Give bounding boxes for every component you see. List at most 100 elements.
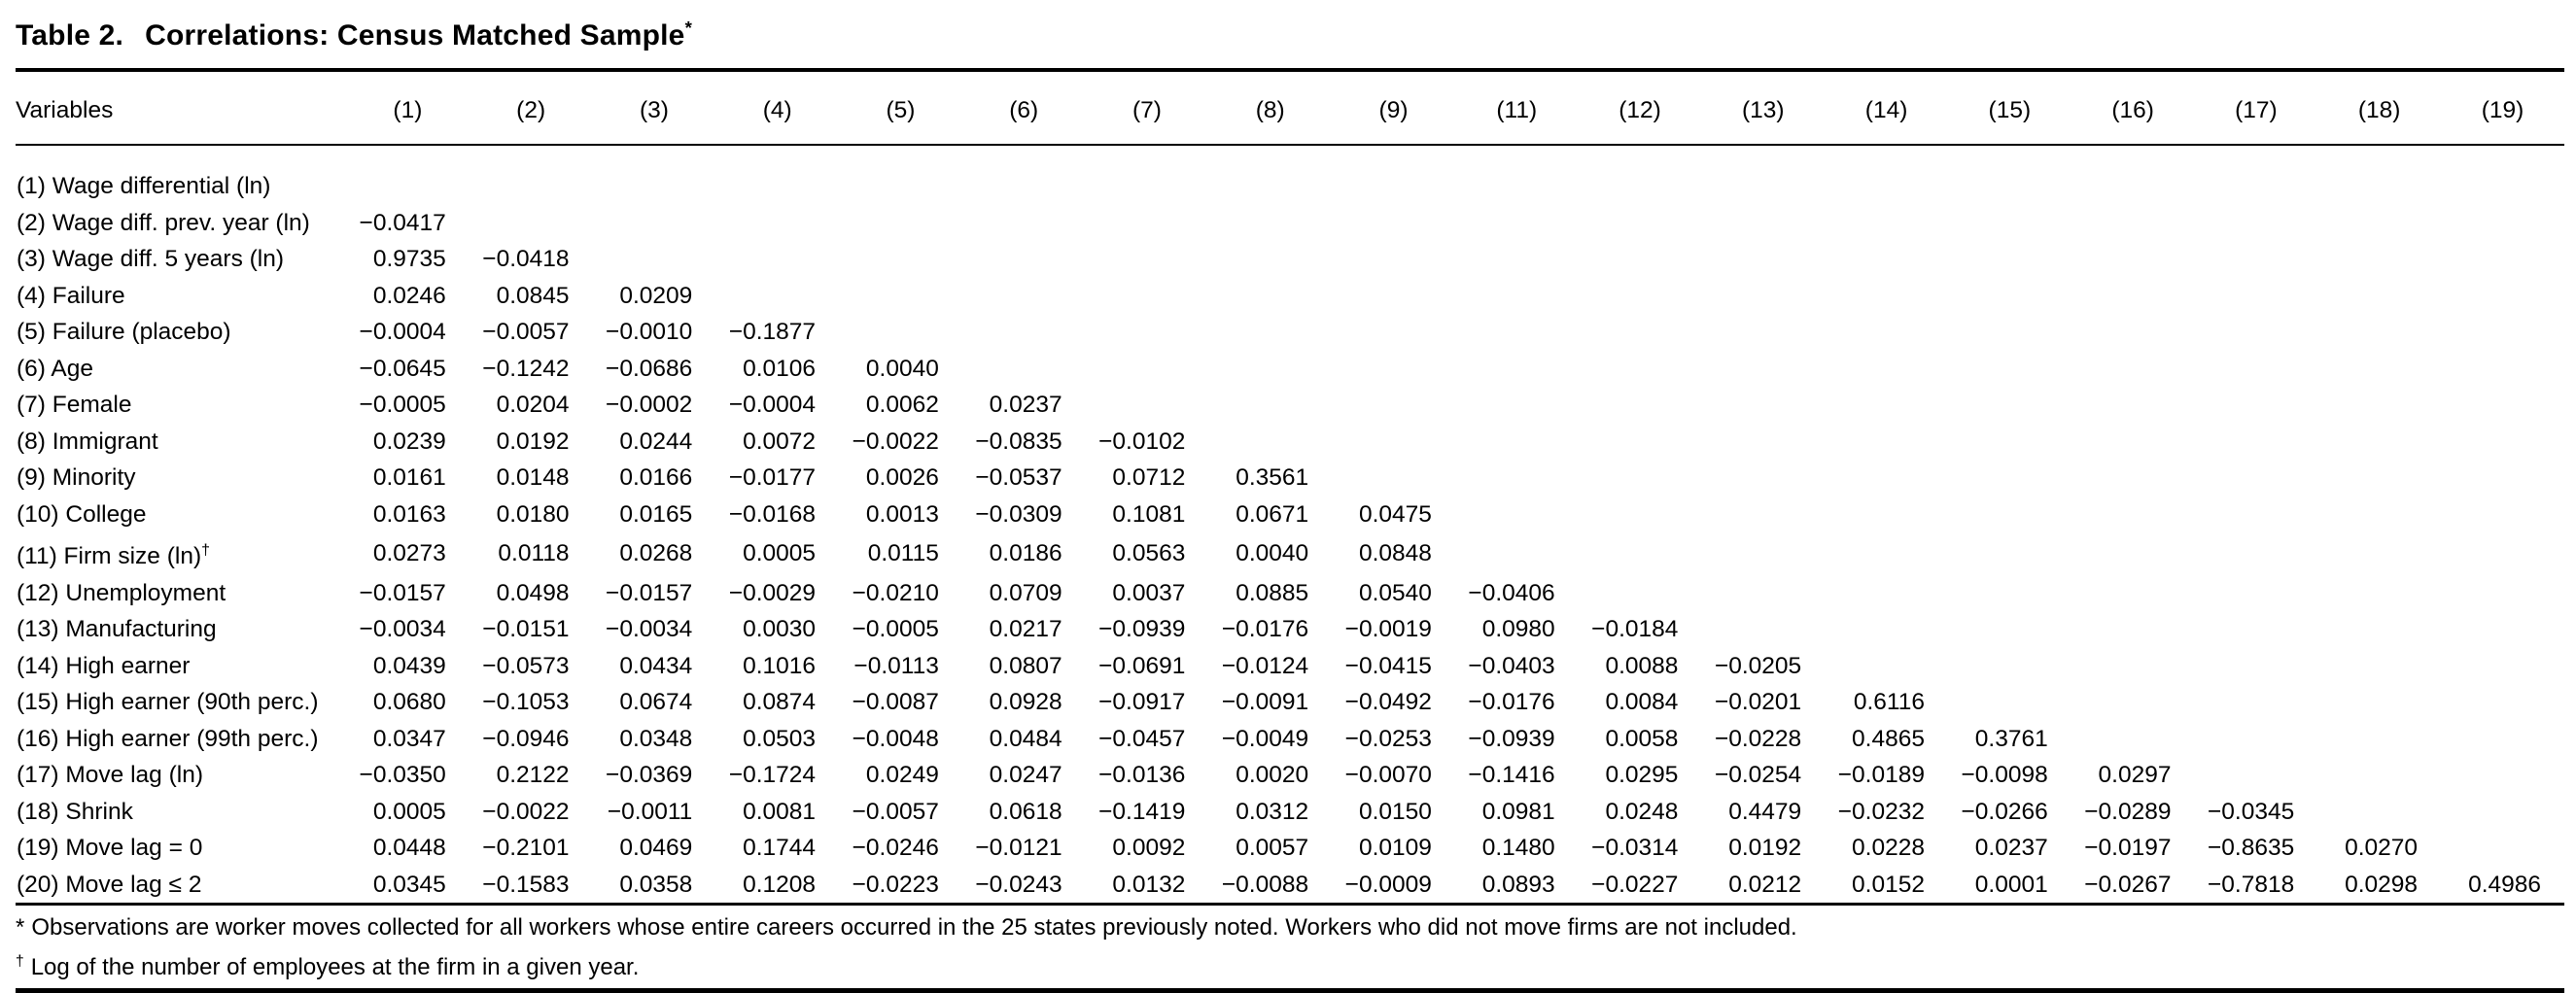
correlation-cell: [1579, 575, 1702, 612]
correlation-cell: −0.0176: [1221, 616, 1309, 643]
correlation-cell: [715, 145, 839, 205]
correlation-cell: −0.7818: [2208, 871, 2295, 898]
table-row: (10) College 0.0163 0.0180 0.0165 −0.0168 0.0…: [16, 496, 2564, 533]
correlation-cell: [2194, 575, 2317, 612]
dagger-marker: †: [16, 953, 24, 971]
correlation-cell: [1332, 460, 1455, 496]
row-label: (4) Failure: [17, 282, 125, 309]
correlation-cell: [2317, 314, 2441, 351]
correlation-cell: [1332, 278, 1455, 315]
correlation-cell: [1701, 496, 1825, 533]
correlation-cell: 0.0217: [989, 616, 1062, 643]
title-footnote-marker: *: [684, 17, 692, 38]
correlation-cell: [1086, 351, 1209, 388]
correlation-cell: 0.0358: [619, 871, 693, 898]
correlation-cell: −0.0309: [975, 500, 1062, 528]
bottom-rule: [16, 988, 2564, 993]
correlation-cell: [2194, 351, 2317, 388]
correlation-cell: −0.0946: [482, 725, 570, 752]
table-title: Table 2. Correlations: Census Matched Sam…: [16, 10, 2564, 52]
correlation-cell: −0.0369: [606, 762, 693, 789]
correlation-cell: [2071, 575, 2195, 612]
correlation-cell: 0.0005: [372, 798, 446, 825]
correlation-cell: [2194, 757, 2317, 794]
column-header-19: (19): [2441, 72, 2564, 146]
correlation-cell: −0.0113: [853, 652, 939, 679]
correlation-cell: [1701, 205, 1825, 242]
correlation-cell: 0.0005: [743, 540, 817, 567]
correlation-cell: 0.0020: [1236, 762, 1309, 789]
correlation-cell: [1825, 351, 1948, 388]
correlation-cell: [2071, 241, 2195, 278]
correlation-cell: 0.0247: [989, 762, 1062, 789]
correlation-cell: [2441, 424, 2564, 461]
correlation-cell: [2194, 721, 2317, 758]
correlation-cell: [1579, 387, 1702, 424]
correlation-cell: [1825, 611, 1948, 648]
correlation-cell: 0.0115: [867, 540, 939, 567]
correlation-cell: [1455, 496, 1579, 533]
footnote-observations-text: Observations are worker moves collected …: [31, 914, 1797, 942]
correlation-cell: [1332, 241, 1455, 278]
correlation-cell: 0.0118: [498, 540, 570, 567]
column-header-9: (9): [1332, 72, 1455, 146]
correlation-cell: [1948, 648, 2071, 685]
correlation-cell: −0.0537: [975, 464, 1062, 491]
table-row: (16) High earner (99th perc.) 0.0347 −0.09…: [16, 721, 2564, 758]
correlation-cell: [2317, 460, 2441, 496]
correlation-cell: 0.0671: [1236, 500, 1309, 528]
correlation-cell: −0.0124: [1221, 652, 1309, 679]
correlation-cell: [2194, 532, 2317, 575]
correlation-cell: 0.0040: [1236, 540, 1309, 567]
correlation-cell: [2071, 611, 2195, 648]
table-row: (3) Wage diff. 5 years (ln) 0.9735 −0.0418: [16, 241, 2564, 278]
correlation-cell: [2441, 611, 2564, 648]
correlation-cell: 0.0469: [619, 835, 693, 862]
correlation-cell: [2194, 241, 2317, 278]
row-label: (8) Immigrant: [17, 428, 158, 455]
correlation-cell: −0.0176: [1468, 689, 1555, 716]
table-row: (4) Failure 0.0246 0.0845 0.0209: [16, 278, 2564, 315]
footnotes: * Observations are worker moves collected…: [16, 914, 2564, 981]
correlation-cell: [2071, 387, 2195, 424]
correlation-cell: 0.0347: [372, 725, 446, 752]
correlation-cell: [593, 205, 716, 242]
correlation-cell: 0.0434: [619, 652, 693, 679]
row-label: (1) Wage differential (ln): [17, 173, 271, 199]
correlation-cell: [1208, 278, 1332, 315]
correlation-cell: 0.0312: [1236, 798, 1309, 825]
correlation-cell: 0.0237: [1974, 835, 2048, 862]
correlation-cell: [1948, 684, 2071, 721]
column-header-11: (11): [1454, 72, 1579, 146]
dagger-icon: †: [201, 542, 210, 559]
correlation-cell: [1948, 314, 2071, 351]
table-row: (5) Failure (placebo) −0.0004 −0.0057 −0.00…: [16, 314, 2564, 351]
correlation-cell: −0.0048: [852, 725, 939, 752]
row-label: (7) Female: [17, 392, 132, 418]
correlation-cell: [2071, 145, 2195, 205]
correlation-cell: 0.0484: [989, 725, 1062, 752]
correlation-cell: [470, 145, 593, 205]
correlation-cell: 0.0204: [496, 392, 570, 418]
correlation-cell: [1701, 314, 1825, 351]
correlation-cell: −0.0246: [852, 835, 939, 862]
correlation-cell: 0.0239: [372, 428, 446, 455]
correlation-cell: [1701, 460, 1825, 496]
table-row: (6) Age −0.0645 −0.1242 −0.0686 0.0106 0.0040: [16, 351, 2564, 388]
correlation-cell: [2441, 460, 2564, 496]
correlation-cell: −0.0177: [728, 464, 817, 491]
correlation-cell: −0.0057: [852, 798, 939, 825]
correlation-cell: 0.0273: [372, 540, 446, 567]
correlation-cell: [1825, 278, 1948, 315]
correlation-cell: [2071, 648, 2195, 685]
correlation-cell: [2194, 145, 2317, 205]
column-header-14: (14): [1825, 72, 1948, 146]
correlation-cell: [962, 205, 1086, 242]
correlation-cell: 0.0092: [1112, 835, 1186, 862]
correlation-cell: −0.0011: [607, 798, 693, 825]
column-header-12: (12): [1578, 72, 1702, 146]
correlation-cell: −0.8635: [2208, 835, 2295, 862]
correlation-cell: −0.0254: [1714, 762, 1802, 789]
correlation-cell: [2071, 721, 2195, 758]
correlation-cell: 0.0874: [743, 689, 817, 716]
